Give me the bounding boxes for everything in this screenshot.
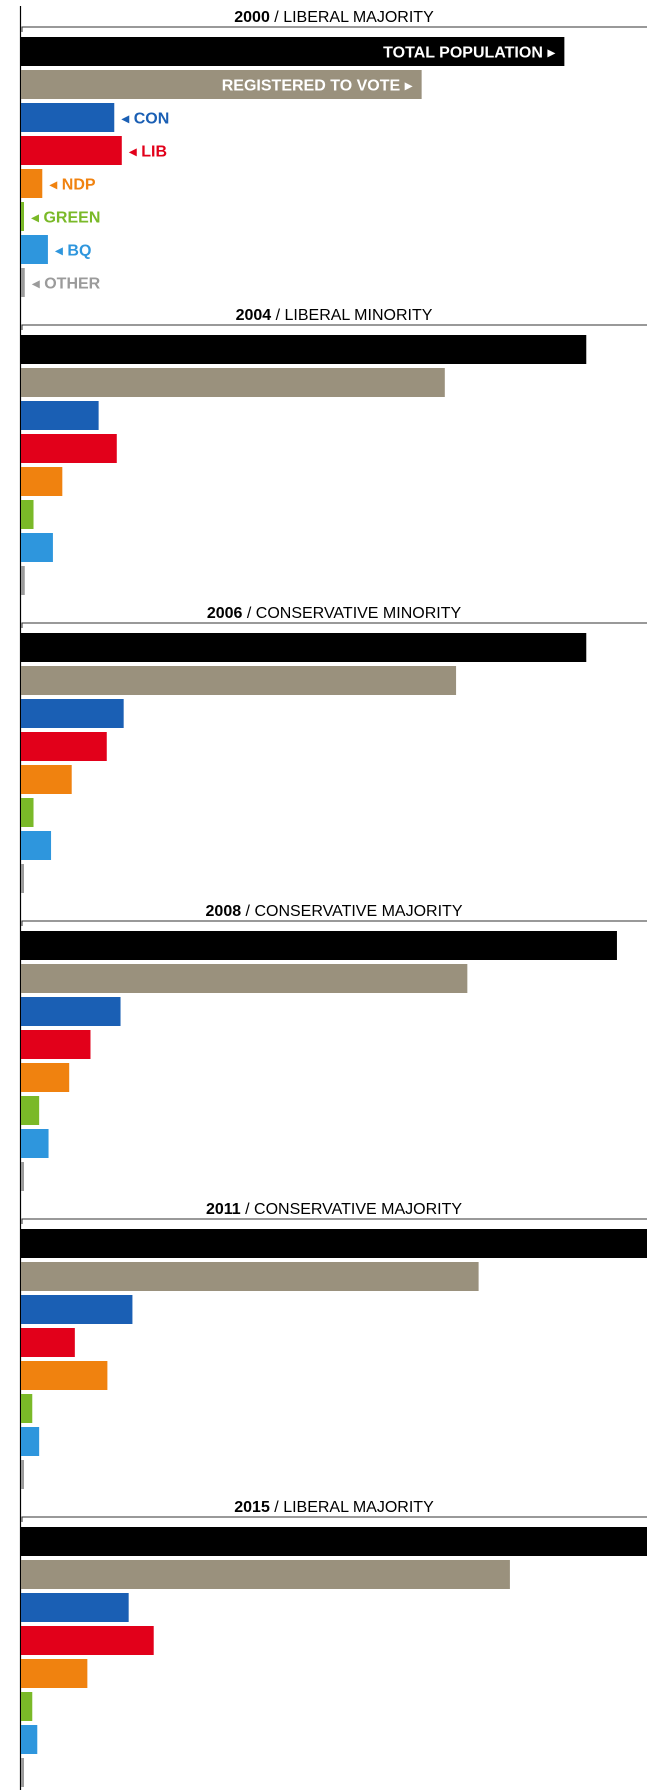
panel-title: 2015 / LIBERAL MAJORITY	[234, 1499, 434, 1516]
bar-other-2011	[21, 1460, 24, 1489]
panel-title: 2000 / LIBERAL MAJORITY	[234, 9, 434, 26]
bar-other-2015	[21, 1758, 24, 1787]
panel-title-result: CONSERVATIVE MINORITY	[256, 605, 462, 622]
panel-2015: 2015 / LIBERAL MAJORITY	[21, 1499, 647, 1787]
label-ndp: ◂ NDP	[49, 177, 96, 194]
bar-bq-2000	[21, 235, 48, 264]
bar-green-2004	[21, 500, 34, 529]
label-green: ◂ GREEN	[31, 210, 100, 227]
bar-bq-2006	[21, 831, 52, 860]
panel-2011: 2011 / CONSERVATIVE MAJORITY	[21, 1201, 647, 1489]
panel-title-separator: /	[241, 1201, 254, 1218]
bar-green-2000	[21, 202, 24, 231]
bar-other-2006	[21, 864, 24, 893]
panel-title: 2008 / CONSERVATIVE MAJORITY	[206, 903, 463, 920]
bar-con-2008	[21, 997, 121, 1026]
label-bq: ◂ BQ	[55, 243, 91, 260]
bar-con-2015	[21, 1593, 129, 1622]
panel-title: 2004 / LIBERAL MINORITY	[236, 307, 433, 324]
bar-con-2006	[21, 699, 124, 728]
panel-title-year: 2000	[234, 9, 270, 26]
bar-ndp-2011	[21, 1361, 108, 1390]
bar-registered-to-vote-2008	[21, 964, 468, 993]
bar-lib-2006	[21, 732, 107, 761]
bar-bq-2004	[21, 533, 53, 562]
bar-con-2011	[21, 1295, 133, 1324]
panel-title-separator: /	[242, 605, 255, 622]
label-total-population: TOTAL POPULATION ▸	[383, 45, 555, 62]
bar-con-2000	[21, 103, 115, 132]
panel-title-result: LIBERAL MAJORITY	[283, 1499, 434, 1516]
panel-title-separator: /	[270, 9, 283, 26]
panel-title: 2006 / CONSERVATIVE MINORITY	[207, 605, 462, 622]
panel-title-year: 2004	[236, 307, 272, 324]
panel-title-separator: /	[270, 1499, 283, 1516]
bar-total-population-2004	[21, 335, 587, 364]
panel-title: 2011 / CONSERVATIVE MAJORITY	[206, 1201, 462, 1218]
label-other: ◂ OTHER	[32, 276, 101, 293]
bar-registered-to-vote-2000	[21, 70, 422, 99]
bar-total-population-2000	[21, 37, 565, 66]
bar-ndp-2008	[21, 1063, 70, 1092]
label-lib: ◂ LIB	[129, 144, 167, 161]
panel-2008: 2008 / CONSERVATIVE MAJORITY	[21, 903, 647, 1191]
panel-title-result: LIBERAL MAJORITY	[283, 9, 434, 26]
bar-lib-2008	[21, 1030, 91, 1059]
label-con: ◂ CON	[121, 111, 169, 128]
bar-bq-2008	[21, 1129, 49, 1158]
panel-bracket-line	[21, 26, 647, 32]
panel-title-result: CONSERVATIVE MAJORITY	[254, 903, 462, 920]
panel-title-result: LIBERAL MINORITY	[285, 307, 433, 324]
bar-bq-2011	[21, 1427, 40, 1456]
bar-ndp-2015	[21, 1659, 88, 1688]
bar-registered-to-vote-2011	[21, 1262, 479, 1291]
panel-title-year: 2008	[206, 903, 242, 920]
bar-lib-2000	[21, 136, 122, 165]
bar-bq-2015	[21, 1725, 38, 1754]
bar-other-2004	[21, 566, 25, 595]
panel-title-year: 2015	[234, 1499, 270, 1516]
bar-total-population-2006	[21, 633, 587, 662]
bar-con-2004	[21, 401, 99, 430]
bar-green-2008	[21, 1096, 40, 1125]
panel-2004: 2004 / LIBERAL MINORITY	[21, 307, 647, 595]
bar-lib-2004	[21, 434, 117, 463]
panel-title-result: CONSERVATIVE MAJORITY	[254, 1201, 462, 1218]
bar-lib-2011	[21, 1328, 75, 1357]
bar-total-population-2008	[21, 931, 617, 960]
bar-lib-2015	[21, 1626, 154, 1655]
bar-total-population-2015	[21, 1527, 647, 1556]
bar-registered-to-vote-2006	[21, 666, 457, 695]
panel-title-separator: /	[241, 903, 254, 920]
bar-other-2000	[21, 268, 25, 297]
panel-bracket-line	[21, 324, 647, 330]
panel-title-year: 2011	[206, 1201, 241, 1218]
bar-ndp-2004	[21, 467, 63, 496]
bar-registered-to-vote-2015	[21, 1560, 510, 1589]
panel-bracket-line	[21, 920, 647, 926]
bar-green-2006	[21, 798, 34, 827]
bar-ndp-2006	[21, 765, 72, 794]
bar-green-2015	[21, 1692, 33, 1721]
bar-other-2008	[21, 1162, 24, 1191]
panel-2006: 2006 / CONSERVATIVE MINORITY	[21, 605, 647, 893]
label-registered-to-vote: REGISTERED TO VOTE ▸	[222, 78, 413, 95]
bar-registered-to-vote-2004	[21, 368, 445, 397]
panel-bracket-line	[21, 622, 647, 628]
panel-bracket-line	[21, 1218, 647, 1224]
panel-title-separator: /	[271, 307, 284, 324]
panel-bracket-line	[21, 1516, 647, 1522]
bar-green-2011	[21, 1394, 33, 1423]
panel-title-year: 2006	[207, 605, 243, 622]
bar-total-population-2011	[21, 1229, 647, 1258]
panel-2000: 2000 / LIBERAL MAJORITY TOTAL POPULATION …	[21, 9, 647, 297]
bar-ndp-2000	[21, 169, 43, 198]
